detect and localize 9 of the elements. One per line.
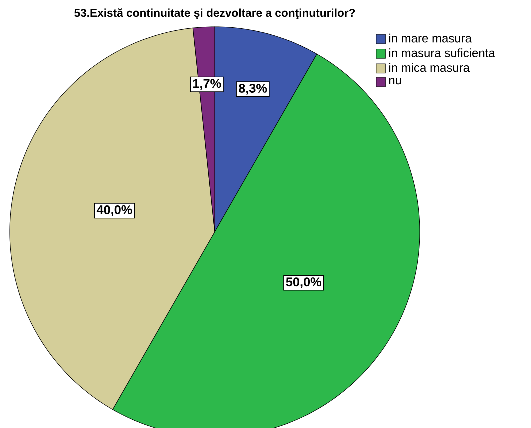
legend-label: in masura suficienta <box>389 48 496 58</box>
legend-label: in mare masura <box>389 34 472 43</box>
data-label: 1,7% <box>193 79 222 90</box>
legend-label: nu <box>389 78 402 85</box>
chart-title: 53.Există continuitate şi dezvoltare a conţinuturilor? <box>74 8 356 20</box>
legend-label: in mica masura <box>389 63 470 72</box>
data-label: 8,3% <box>239 84 268 95</box>
data-label: 40,0% <box>96 205 132 216</box>
data-label: 50,0% <box>286 278 322 288</box>
